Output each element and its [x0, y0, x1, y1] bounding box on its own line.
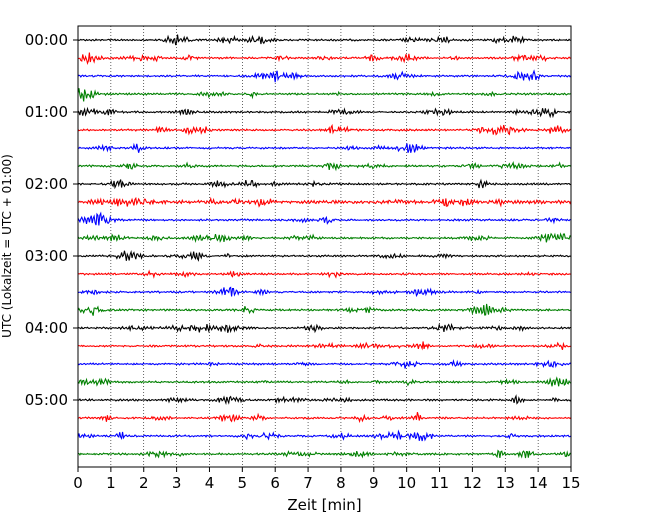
trace-line	[77, 52, 572, 65]
trace-line	[77, 196, 572, 208]
trace-line	[77, 88, 572, 102]
x-tick-label: 13	[496, 474, 515, 492]
trace-line	[77, 449, 572, 459]
x-tick-label: 2	[139, 474, 149, 492]
x-tick-label: 3	[172, 474, 182, 492]
x-tick-label: 7	[303, 474, 313, 492]
x-tick-label: 15	[561, 474, 580, 492]
y-tick-label: 02:00	[25, 175, 68, 193]
trace-line	[77, 359, 572, 369]
y-axis-ticks: 00:00 01:00 02:00 03:00 04:00 05:00	[25, 31, 78, 409]
axes-frame	[77, 25, 572, 468]
trace-line	[77, 34, 572, 46]
trace-line	[77, 178, 572, 190]
trace-line	[77, 376, 572, 387]
y-tick-label: 01:00	[25, 103, 68, 121]
trace-line	[77, 142, 572, 153]
x-tick-label: 11	[430, 474, 449, 492]
y-tick-label: 05:00	[25, 391, 68, 409]
x-tick-label: 6	[270, 474, 280, 492]
trace-line	[77, 123, 572, 136]
x-tick-label: 12	[463, 474, 482, 492]
y-axis-label: UTC (Lokalzeit = UTC + 01:00)	[0, 154, 14, 338]
x-tick-label: 0	[73, 474, 83, 492]
trace-line	[77, 394, 572, 406]
trace-line	[77, 322, 572, 334]
trace-line	[77, 341, 572, 351]
trace-line	[77, 429, 572, 442]
trace-line	[77, 249, 572, 262]
x-tick-label: 4	[205, 474, 215, 492]
trace-line	[77, 232, 572, 243]
x-tick-label: 8	[336, 474, 346, 492]
seismogram-traces	[77, 34, 572, 459]
trace-line	[77, 286, 572, 298]
x-axis-ticks: 0 1 2 3 4 5 6 7 8 9 10 11 12 13 14 15	[73, 467, 581, 492]
x-tick-label: 5	[238, 474, 248, 492]
y-tick-label: 03:00	[25, 247, 68, 265]
y-tick-label: 04:00	[25, 319, 68, 337]
trace-line	[77, 106, 572, 119]
trace-line	[77, 161, 572, 172]
trace-line	[77, 69, 572, 83]
trace-line	[77, 269, 572, 279]
x-tick-label: 1	[106, 474, 116, 492]
x-axis-label: Zeit [min]	[287, 496, 361, 514]
y-tick-label: 00:00	[25, 31, 68, 49]
trace-line	[77, 412, 572, 424]
x-tick-label: 9	[369, 474, 379, 492]
x-tick-label: 10	[397, 474, 416, 492]
trace-line	[77, 303, 572, 316]
x-tick-label: 14	[529, 474, 548, 492]
trace-line	[77, 211, 572, 226]
